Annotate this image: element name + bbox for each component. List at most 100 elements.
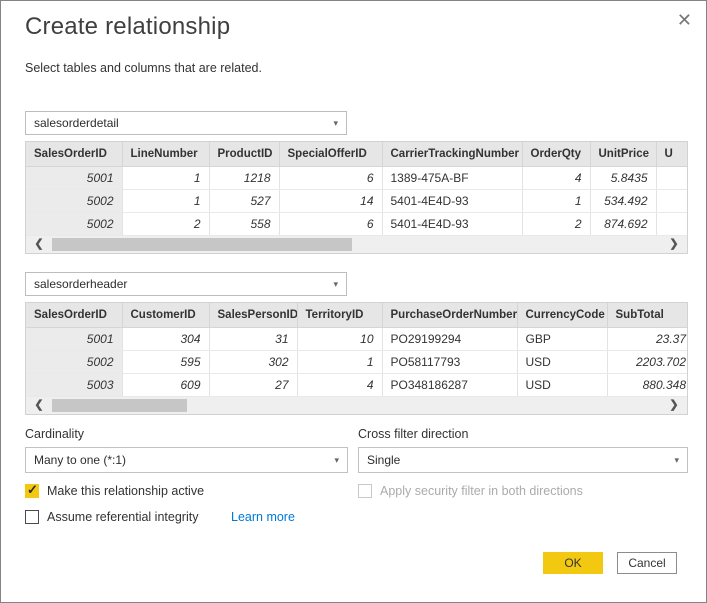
table-cell[interactable]: 534.492 <box>590 189 656 212</box>
cardinality-select[interactable]: Many to one (*:1) ▾ <box>25 447 348 473</box>
table1-select[interactable]: salesorderdetail ▾ <box>25 111 347 135</box>
scroll-left-icon[interactable]: ❮ <box>26 397 52 414</box>
column-header[interactable]: U <box>656 142 687 166</box>
table-cell[interactable]: 6 <box>279 212 382 235</box>
close-icon[interactable]: ✕ <box>673 7 696 33</box>
column-header[interactable]: OrderQty <box>522 142 590 166</box>
table-cell[interactable]: 527 <box>209 189 279 212</box>
checkbox-unchecked-icon <box>358 484 372 498</box>
table-cell[interactable]: 5002 <box>26 212 122 235</box>
chevron-down-icon: ▾ <box>674 455 679 466</box>
ok-button[interactable]: OK <box>543 552 603 574</box>
column-header[interactable]: TerritoryID <box>297 303 382 327</box>
column-header[interactable]: SalesOrderID <box>26 303 122 327</box>
table-cell[interactable]: PO58117793 <box>382 350 517 373</box>
table-cell[interactable]: 874.692 <box>590 212 656 235</box>
table-row: 5001 304 31 10 PO29199294 GBP 23.37 <box>26 327 687 350</box>
table-cell[interactable]: 2 <box>122 212 209 235</box>
chevron-down-icon: ▾ <box>334 455 339 466</box>
table-cell[interactable]: PO348186287 <box>382 373 517 396</box>
scrollbar-thumb[interactable] <box>52 238 352 251</box>
table-cell[interactable]: 609 <box>122 373 209 396</box>
column-header[interactable]: SpecialOfferID <box>279 142 382 166</box>
column-header[interactable]: CustomerID <box>122 303 209 327</box>
table-cell[interactable]: 10 <box>297 327 382 350</box>
table-cell[interactable]: 31 <box>209 327 297 350</box>
cross-filter-label: Cross filter direction <box>358 427 468 441</box>
table-row: 5002 2 558 6 5401-4E4D-93 2 874.692 <box>26 212 687 235</box>
table-cell[interactable]: USD <box>517 373 607 396</box>
table2-select[interactable]: salesorderheader ▾ <box>25 272 347 296</box>
table-cell[interactable]: 2 <box>522 212 590 235</box>
table-cell[interactable]: 5401-4E4D-93 <box>382 212 522 235</box>
checkbox-label: Make this relationship active <box>47 484 204 498</box>
column-header[interactable]: LineNumber <box>122 142 209 166</box>
checkbox-checked-icon[interactable]: ✓ <box>25 484 39 498</box>
table-cell[interactable]: 5401-4E4D-93 <box>382 189 522 212</box>
column-header[interactable]: UnitPrice <box>590 142 656 166</box>
table-cell[interactable]: 5.8435 <box>590 166 656 189</box>
column-header[interactable]: SalesPersonID <box>209 303 297 327</box>
checkbox-security-filter: Apply security filter in both directions <box>358 484 583 498</box>
column-header[interactable]: ProductID <box>209 142 279 166</box>
table-cell[interactable]: 5001 <box>26 327 122 350</box>
chevron-down-icon: ▾ <box>333 118 338 129</box>
column-header[interactable]: SalesOrderID <box>26 142 122 166</box>
scroll-left-icon[interactable]: ❮ <box>26 236 52 253</box>
table-cell[interactable]: 302 <box>209 350 297 373</box>
table-cell[interactable]: 1389-475A-BF <box>382 166 522 189</box>
table2: SalesOrderID CustomerID SalesPersonID Te… <box>26 303 687 397</box>
column-header[interactable]: CurrencyCode <box>517 303 607 327</box>
table-cell[interactable]: 880.348 <box>607 373 687 396</box>
dialog-subtitle: Select tables and columns that are relat… <box>25 61 262 75</box>
column-header[interactable]: SubTotal <box>607 303 687 327</box>
cancel-button[interactable]: Cancel <box>617 552 677 574</box>
table-cell[interactable]: 5003 <box>26 373 122 396</box>
table-cell[interactable]: 5001 <box>26 166 122 189</box>
table-cell[interactable] <box>656 166 687 189</box>
scroll-right-icon[interactable]: ❯ <box>661 236 687 253</box>
table2-header-row: SalesOrderID CustomerID SalesPersonID Te… <box>26 303 687 327</box>
cardinality-label: Cardinality <box>25 427 84 441</box>
table-cell[interactable]: GBP <box>517 327 607 350</box>
table-cell[interactable]: 5002 <box>26 350 122 373</box>
checkbox-label: Apply security filter in both directions <box>380 484 583 498</box>
cross-filter-select[interactable]: Single ▾ <box>358 447 688 473</box>
table1-header-row: SalesOrderID LineNumber ProductID Specia… <box>26 142 687 166</box>
table-cell[interactable]: 1 <box>522 189 590 212</box>
page-title: Create relationship <box>25 13 230 41</box>
column-header[interactable]: CarrierTrackingNumber <box>382 142 522 166</box>
checkbox-unchecked-icon[interactable] <box>25 510 39 524</box>
table1-preview: SalesOrderID LineNumber ProductID Specia… <box>25 141 688 254</box>
table-cell[interactable]: 4 <box>522 166 590 189</box>
column-header[interactable]: PurchaseOrderNumber <box>382 303 517 327</box>
table2-select-value: salesorderheader <box>34 277 127 291</box>
table-cell[interactable]: 1218 <box>209 166 279 189</box>
table-cell[interactable]: 595 <box>122 350 209 373</box>
table1: SalesOrderID LineNumber ProductID Specia… <box>26 142 687 236</box>
table-cell[interactable]: 6 <box>279 166 382 189</box>
table-cell[interactable]: 1 <box>122 166 209 189</box>
table-cell[interactable]: 5002 <box>26 189 122 212</box>
table-cell[interactable]: 2203.702 <box>607 350 687 373</box>
table-cell[interactable] <box>656 189 687 212</box>
table-cell[interactable] <box>656 212 687 235</box>
table-cell[interactable]: 1 <box>122 189 209 212</box>
table-cell[interactable]: PO29199294 <box>382 327 517 350</box>
table-cell[interactable]: 14 <box>279 189 382 212</box>
learn-more-link[interactable]: Learn more <box>231 510 295 524</box>
scrollbar-thumb[interactable] <box>52 399 187 412</box>
table-cell[interactable]: 27 <box>209 373 297 396</box>
table-cell[interactable]: 4 <box>297 373 382 396</box>
table-cell[interactable]: USD <box>517 350 607 373</box>
table2-hscrollbar[interactable]: ❮ ❯ <box>26 397 687 414</box>
table-cell[interactable]: 558 <box>209 212 279 235</box>
checkbox-make-active[interactable]: ✓ Make this relationship active <box>25 484 204 498</box>
table-cell[interactable]: 1 <box>297 350 382 373</box>
table-cell[interactable]: 304 <box>122 327 209 350</box>
table2-preview: SalesOrderID CustomerID SalesPersonID Te… <box>25 302 688 415</box>
checkbox-referential-integrity[interactable]: Assume referential integrity <box>25 510 198 524</box>
scroll-right-icon[interactable]: ❯ <box>661 397 687 414</box>
table1-hscrollbar[interactable]: ❮ ❯ <box>26 236 687 253</box>
table-cell[interactable]: 23.37 <box>607 327 687 350</box>
